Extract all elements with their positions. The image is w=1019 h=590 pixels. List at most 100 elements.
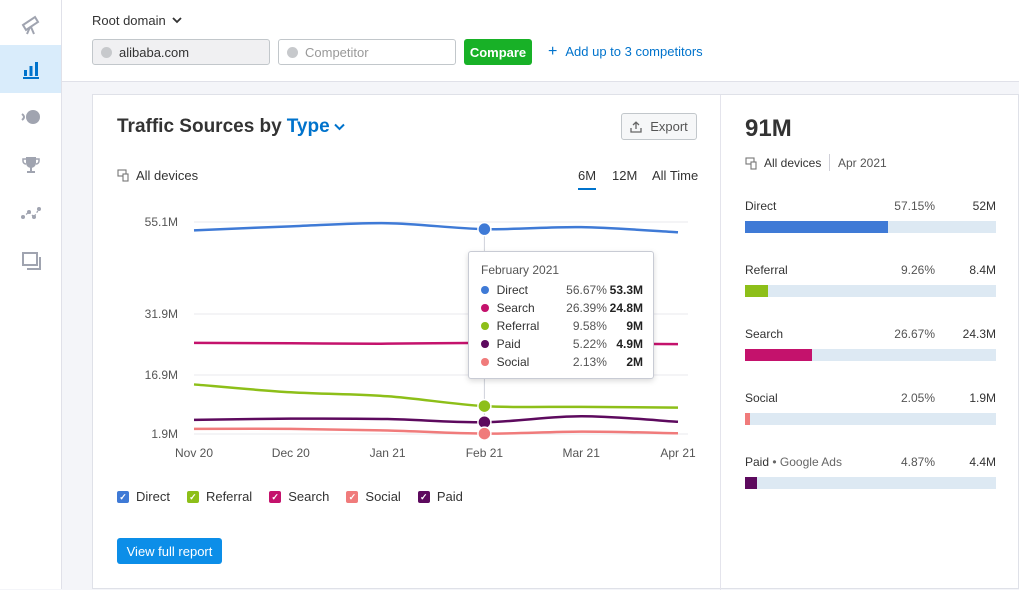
summary-row-value: 52M — [972, 199, 996, 213]
series-line-direct — [193, 221, 679, 234]
domain-color-dot — [101, 47, 112, 58]
tooltip-series-value: 9M — [626, 319, 643, 333]
export-label: Export — [650, 119, 688, 134]
windows-icon — [21, 252, 41, 270]
devices-selector[interactable]: All devices — [117, 168, 198, 183]
chevron-down-icon[interactable] — [333, 123, 345, 131]
bar-chart-icon — [22, 62, 39, 79]
share-bar-fill — [745, 285, 769, 297]
left-sidebar — [0, 0, 62, 589]
summary-row-label: Paid • Google Ads — [745, 455, 842, 469]
y-tick-label: 55.1M — [145, 215, 178, 229]
legend-item-paid[interactable]: ✓ Paid — [417, 489, 463, 504]
competitor-input[interactable]: Competitor — [278, 39, 456, 65]
summary-row-name: Referral — [745, 263, 788, 277]
network-graph-icon — [20, 207, 41, 219]
devices-label: All devices — [136, 168, 199, 183]
competitor-color-dot — [287, 47, 298, 58]
highlight-point-direct — [477, 221, 492, 237]
tooltip-row: Search 26.39% 24.8M — [481, 299, 643, 317]
summary-devices: All devices — [745, 156, 821, 170]
series-dot-icon — [481, 358, 489, 366]
tooltip-series-value: 4.9M — [616, 337, 643, 351]
legend-label: Direct — [136, 489, 170, 504]
chart-tooltip: February 2021 Direct 56.67% 53.3M Search 26.… — [468, 251, 654, 379]
tooltip-series-name: Direct — [496, 283, 528, 297]
summary-row-label: Social — [745, 391, 778, 405]
sidebar-item-audience[interactable] — [0, 189, 61, 237]
domain-input[interactable]: alibaba.com — [92, 39, 270, 65]
checkbox-checked-icon[interactable]: ✓ — [269, 490, 282, 503]
summary-row-pct: 4.87% — [900, 455, 935, 469]
summary-row-value: 4.4M — [969, 455, 996, 469]
summary-row-value: 1.9M — [969, 391, 996, 405]
y-tick-label: 31.9M — [145, 307, 178, 321]
plus-icon: + — [548, 42, 558, 60]
tooltip-series-name: Search — [496, 301, 535, 315]
summary-row-label: Direct — [745, 199, 776, 213]
legend-item-referral[interactable]: ✓ Referral — [186, 489, 252, 504]
sidebar-item-apps[interactable] — [0, 237, 61, 285]
root-domain-dropdown[interactable]: Root domain — [92, 13, 182, 28]
domain-value: alibaba.com — [119, 44, 190, 60]
tooltip-series-name: Social — [496, 355, 530, 369]
x-tick-label: Apr 21 — [660, 446, 696, 460]
add-competitors-label: Add up to 3 competitors — [565, 44, 703, 59]
tooltip-series-name: Referral — [496, 319, 540, 333]
widget-title: Traffic Sources by Type — [117, 116, 345, 138]
type-dropdown[interactable]: Type — [286, 116, 330, 137]
legend-item-social[interactable]: ✓ Social — [346, 489, 401, 504]
summary-date: Apr 2021 — [838, 156, 887, 170]
period-tab-all-time[interactable]: All Time — [652, 168, 699, 183]
tooltip-title: February 2021 — [481, 263, 560, 277]
summary-row-label: Referral — [745, 263, 788, 277]
series-dot-icon — [481, 322, 489, 330]
x-tick-label: Nov 20 — [175, 446, 213, 460]
series-dot-icon — [481, 340, 489, 348]
telescope-icon — [21, 15, 39, 35]
summary-separator — [829, 154, 830, 171]
period-tab-12m[interactable]: 12M — [612, 168, 638, 183]
traffic-sources-widget: Traffic Sources by Type Export All devic… — [92, 94, 1019, 590]
devices-icon — [117, 169, 129, 182]
series-line-social — [193, 427, 679, 435]
export-button[interactable]: Export — [621, 113, 697, 140]
tooltip-series-name: Paid — [496, 337, 521, 351]
tooltip-series-pct: 56.67% — [566, 283, 607, 297]
add-competitors-link[interactable]: + Add up to 3 competitors — [548, 42, 703, 60]
widget-title-prefix: Traffic Sources by — [117, 116, 282, 137]
sidebar-item-traffic[interactable] — [0, 45, 61, 93]
period-tab-6m[interactable]: 6M — [578, 168, 597, 190]
legend-item-direct[interactable]: ✓ Direct — [117, 489, 170, 504]
x-tick-label: Jan 21 — [370, 446, 406, 460]
tooltip-series-value: 2M — [626, 355, 643, 369]
summary-devices-label: All devices — [764, 156, 822, 170]
summary-row-pct: 57.15% — [894, 199, 935, 213]
legend-item-search[interactable]: ✓ Search — [269, 489, 329, 504]
compare-button[interactable]: Compare — [464, 39, 532, 65]
summary-row-name: Social — [745, 391, 778, 405]
sidebar-item-market[interactable] — [0, 93, 61, 141]
share-bar-track — [745, 349, 996, 361]
checkbox-checked-icon[interactable]: ✓ — [117, 490, 129, 503]
view-full-report-button[interactable]: View full report — [117, 538, 222, 564]
series-line-paid — [193, 415, 679, 424]
chart-legend: ✓ Direct ✓ Referral ✓ Search ✓ Social ✓ Paid — [117, 489, 480, 504]
tooltip-row: Social 2.13% 2M — [481, 353, 643, 371]
checkbox-checked-icon[interactable]: ✓ — [186, 490, 199, 503]
highlight-point-referral — [477, 398, 492, 414]
planet-icon — [20, 110, 40, 124]
checkbox-checked-icon[interactable]: ✓ — [346, 490, 359, 503]
competitor-placeholder: Competitor — [305, 44, 369, 60]
checkbox-checked-icon[interactable]: ✓ — [417, 490, 430, 503]
summary-row-pct: 2.05% — [900, 391, 935, 405]
root-domain-label: Root domain — [92, 13, 166, 28]
tooltip-row: Direct 56.67% 53.3M — [481, 281, 643, 299]
x-tick-label: Dec 20 — [272, 446, 310, 460]
legend-label: Social — [365, 489, 401, 504]
sidebar-item-competitors[interactable] — [0, 141, 61, 189]
summary-row-pct: 26.67% — [894, 327, 935, 341]
sidebar-item-research[interactable] — [0, 0, 61, 48]
highlight-point-social — [477, 426, 492, 441]
share-bar-fill — [745, 413, 751, 425]
